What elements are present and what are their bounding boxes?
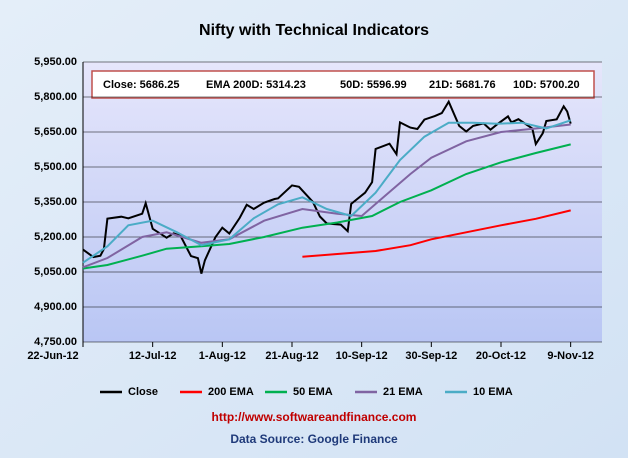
footer-source: Data Source: Google Finance — [230, 432, 398, 446]
y-tick-label: 4,750.00 — [34, 336, 77, 348]
series-line — [82, 119, 572, 264]
info-text: EMA 200D: 5314.23 — [206, 79, 306, 91]
chart-title: Nifty with Technical Indicators — [199, 22, 429, 39]
x-tick-label: 9-Nov-12 — [547, 350, 593, 362]
series-line — [82, 123, 571, 269]
y-tick-label: 5,050.00 — [34, 266, 77, 278]
series-line — [82, 99, 572, 274]
legend-label: Close — [128, 386, 158, 398]
legend-label: 10 EMA — [473, 386, 513, 398]
x-tick-label: 12-Jul-12 — [129, 350, 177, 362]
info-text: 10D: 5700.20 — [513, 79, 580, 91]
y-tick-label: 4,900.00 — [34, 301, 77, 313]
x-tick-label: 20-Oct-12 — [476, 350, 526, 362]
y-tick-label: 5,200.00 — [34, 231, 77, 243]
info-text: Close: 5686.25 — [103, 79, 179, 91]
footer-url: http://www.softwareandfinance.com — [212, 410, 417, 424]
info-text: 21D: 5681.76 — [429, 79, 496, 91]
y-tick-label: 5,500.00 — [34, 161, 77, 173]
series-line — [302, 209, 571, 258]
legend-label: 50 EMA — [293, 386, 333, 398]
y-tick-label: 5,800.00 — [34, 91, 77, 103]
legend-label: 21 EMA — [383, 386, 423, 398]
y-tick-label: 5,950.00 — [34, 56, 77, 68]
y-tick-label: 5,350.00 — [34, 196, 77, 208]
x-tick-label: 22-Jun-12 — [27, 350, 78, 362]
series-line — [82, 143, 571, 270]
info-box — [91, 70, 595, 99]
x-tick-label: 30-Sep-12 — [405, 350, 457, 362]
x-tick-label: 10-Sep-12 — [336, 350, 388, 362]
info-text: 50D: 5596.99 — [340, 79, 407, 91]
legend-label: 200 EMA — [208, 386, 254, 398]
x-tick-label: 21-Aug-12 — [265, 350, 318, 362]
y-tick-label: 5,650.00 — [34, 126, 77, 138]
x-tick-label: 1-Aug-12 — [199, 350, 246, 362]
